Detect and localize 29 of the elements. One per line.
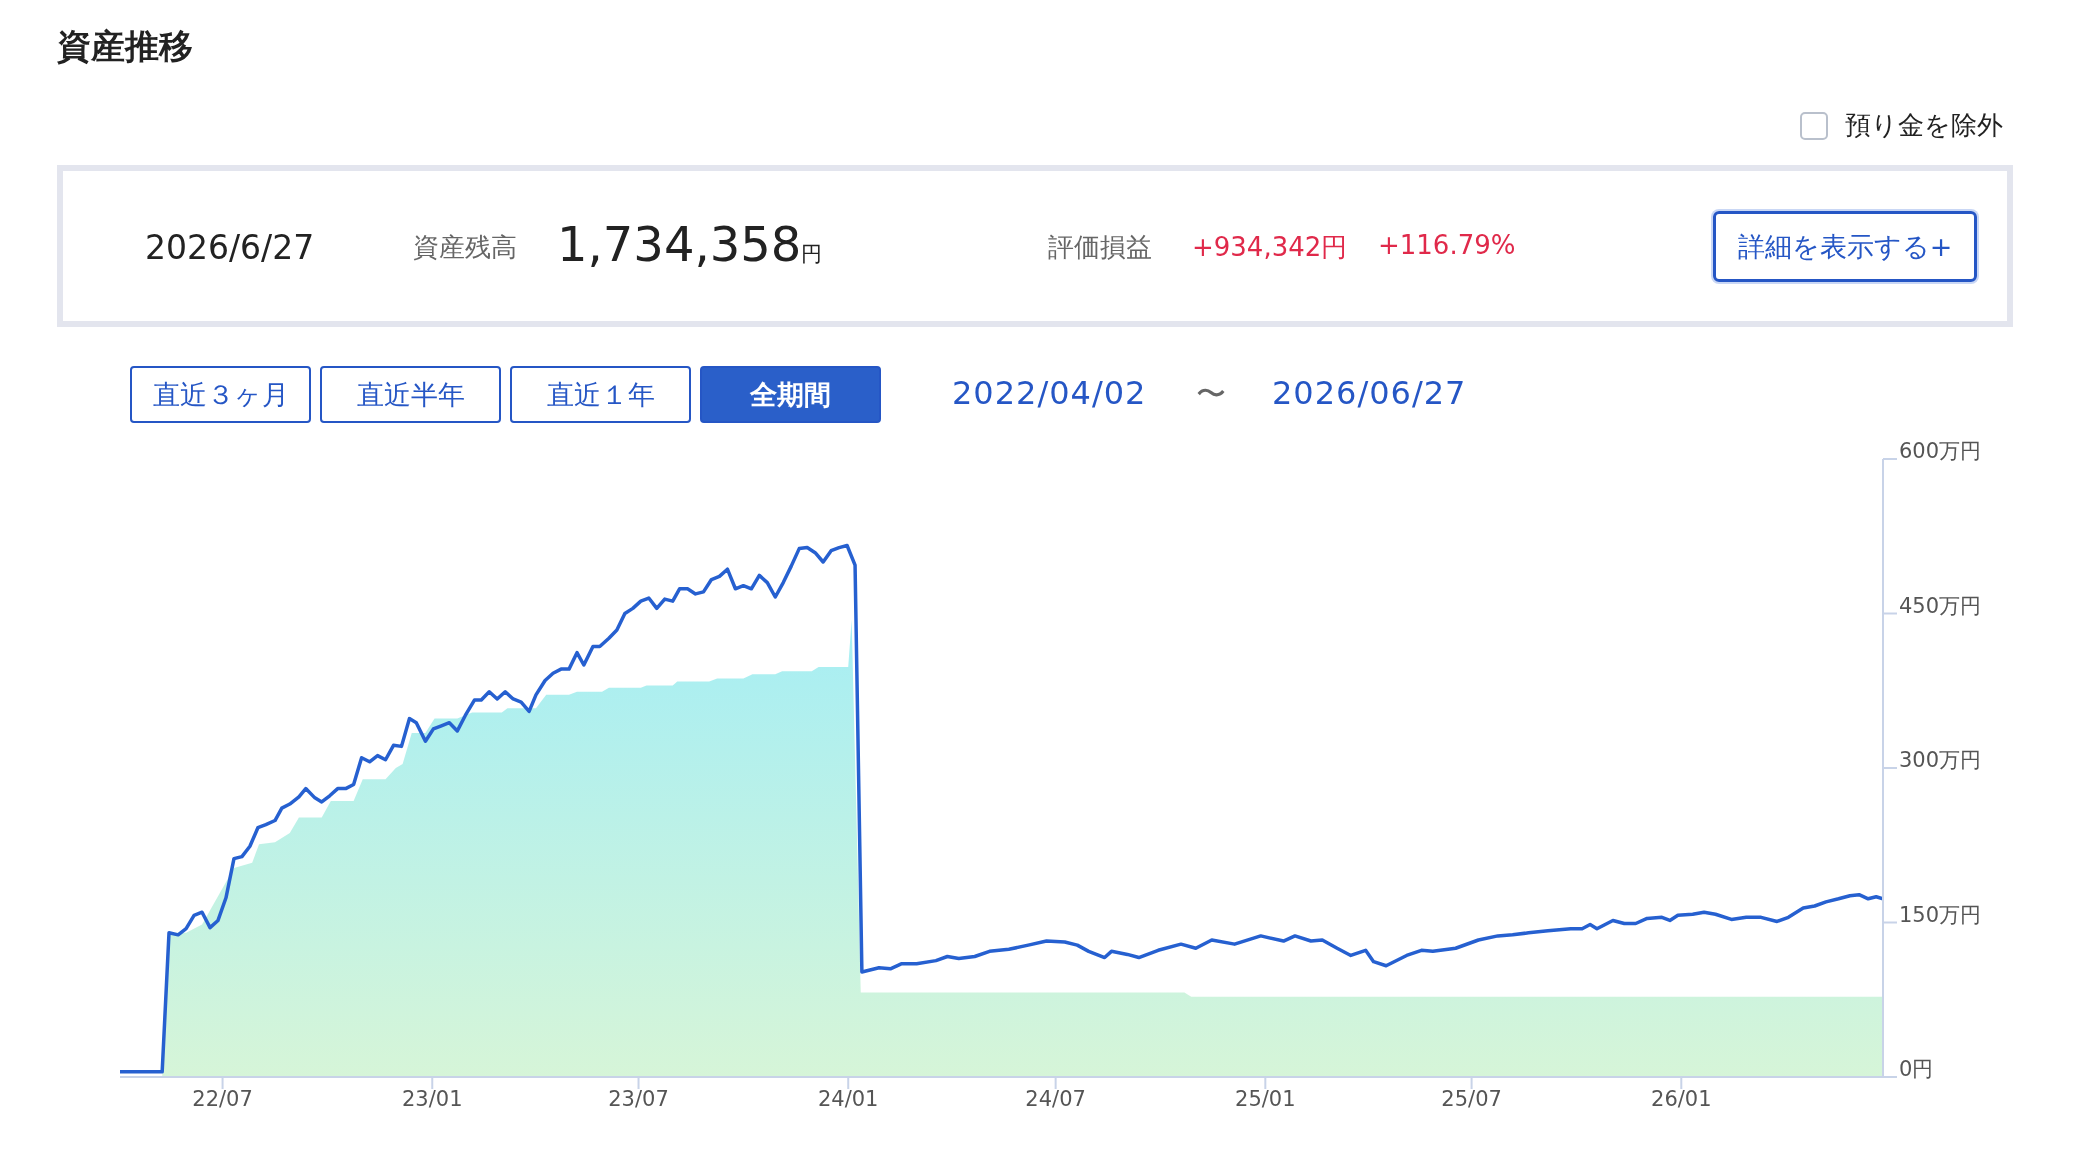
x-tick-label: 24/01 bbox=[817, 1086, 879, 1111]
text: +934,342円 bbox=[1192, 231, 1348, 264]
x-tick-label: 26/01 bbox=[1651, 1086, 1712, 1111]
text: 直近半年 bbox=[320, 366, 501, 423]
text: 詳細を表示する+ bbox=[1713, 211, 1977, 282]
text: 2022/04/02 bbox=[952, 374, 1147, 412]
x-tick-label: 23/07 bbox=[608, 1086, 669, 1111]
text: 評価損益 bbox=[1048, 231, 1152, 264]
text: 円 bbox=[801, 242, 823, 266]
x-tick-label: 22/07 bbox=[192, 1086, 253, 1111]
text: 2026/6/27 bbox=[145, 228, 315, 267]
text: 直近３ヶ月 bbox=[130, 366, 311, 423]
y-tick-label: 450万円 bbox=[1899, 593, 1982, 618]
y-tick-label: 150万円 bbox=[1899, 902, 1982, 927]
y-tick-label: 300万円 bbox=[1899, 748, 1982, 773]
y-tick-label: 0円 bbox=[1899, 1057, 1934, 1082]
text: 〜 bbox=[1196, 375, 1226, 413]
text: 資産残高 bbox=[413, 231, 517, 264]
x-tick-label: 25/07 bbox=[1441, 1086, 1502, 1111]
text: 2026/06/27 bbox=[1272, 374, 1467, 412]
x-tick-label: 23/01 bbox=[401, 1086, 463, 1111]
text: +116.79% bbox=[1378, 230, 1516, 260]
text: 預り金を除外 bbox=[1845, 109, 2003, 142]
chart-title: 資産推移 bbox=[57, 25, 193, 68]
x-tick-label: 24/07 bbox=[1025, 1086, 1086, 1111]
text: 全期間 bbox=[700, 366, 881, 423]
x-tick-label: 25/01 bbox=[1235, 1086, 1296, 1111]
text: 直近１年 bbox=[510, 366, 691, 423]
y-tick-label: 600万円 bbox=[1899, 439, 1982, 464]
